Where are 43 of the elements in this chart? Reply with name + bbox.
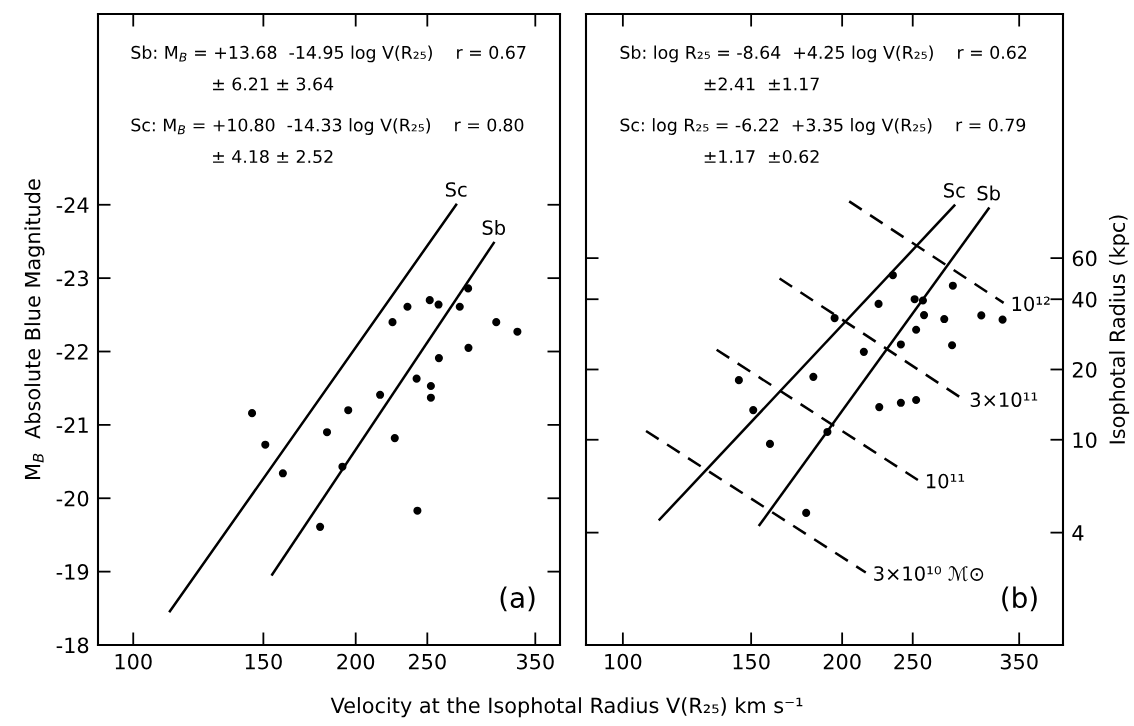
x-axis-title: Velocity at the Isophotal Radius V(R₂₅) km s⁻¹ (330, 697, 803, 718)
x-tick-label: 200 (337, 653, 375, 670)
annotation: Sb: M$_{B}$ = +13.68 -14.95 log V(R₂₅) r = 0.67 (131, 45, 526, 63)
x-tick-label: 250 (408, 653, 446, 670)
series-label: Sc (445, 182, 467, 197)
y-tick-label: -18 (56, 637, 89, 654)
x-tick-label: 350 (1000, 653, 1038, 670)
y-tick-label: -24 (56, 197, 89, 213)
annotation: ±1.17 ±0.62 (704, 149, 819, 164)
series-label: 10¹¹ (926, 473, 965, 489)
annotation: Sb: log R₂₅ = -8.64 +4.25 log V(R₂₅) r = 0.62 (620, 45, 1027, 63)
y-tick-label: -21 (56, 417, 88, 433)
series-label: 3×10¹⁰ ℳ⊙ (874, 566, 984, 582)
x-tick-label: 250 (894, 653, 932, 670)
annotation: ± 6.21 ± 3.64 (213, 77, 334, 91)
y-axis-title: Isophotal Radius (kpc) (1108, 215, 1130, 444)
series-label: Sb (977, 185, 1000, 201)
y-tick-label: 10 (1073, 432, 1097, 448)
y-axis-title: M$_{B}$ Absolute Blue Magnitude (24, 179, 45, 479)
y-tick-label: 4 (1072, 525, 1084, 541)
y-tick-label: 60 (1072, 250, 1097, 267)
y-tick-label: -23 (56, 270, 88, 287)
annotation: (a) (500, 586, 535, 612)
x-tick-label: 200 (823, 653, 861, 670)
series-label: 3×10¹¹ (970, 392, 1038, 408)
x-tick-label: 100 (115, 653, 152, 670)
y-tick-label: -20 (56, 490, 89, 507)
y-tick-label: 20 (1072, 361, 1097, 378)
y-tick-label: -19 (56, 564, 89, 580)
y-tick-label: 40 (1072, 291, 1097, 308)
x-tick-label: 150 (245, 653, 282, 670)
annotation: Sc: M$_{B}$ = +10.80 -14.33 log V(R₂₅) r = 0.80 (131, 118, 524, 135)
x-tick-label: 350 (517, 653, 554, 670)
y-tick-label: -22 (56, 343, 88, 360)
annotation: (b) (1002, 586, 1037, 612)
series-label: 10¹² (1012, 296, 1050, 312)
annotation: Sc: log R₂₅ = -6.22 +3.35 log V(R₂₅) r = 0.79 (620, 118, 1026, 135)
x-tick-label: 150 (733, 653, 770, 670)
annotation: ±2.41 ±1.17 (704, 77, 819, 91)
annotation: ± 4.18 ± 2.52 (213, 149, 333, 164)
x-tick-label: 100 (605, 653, 642, 670)
series-label: Sb (482, 219, 506, 235)
series-label: Sc (944, 183, 965, 198)
